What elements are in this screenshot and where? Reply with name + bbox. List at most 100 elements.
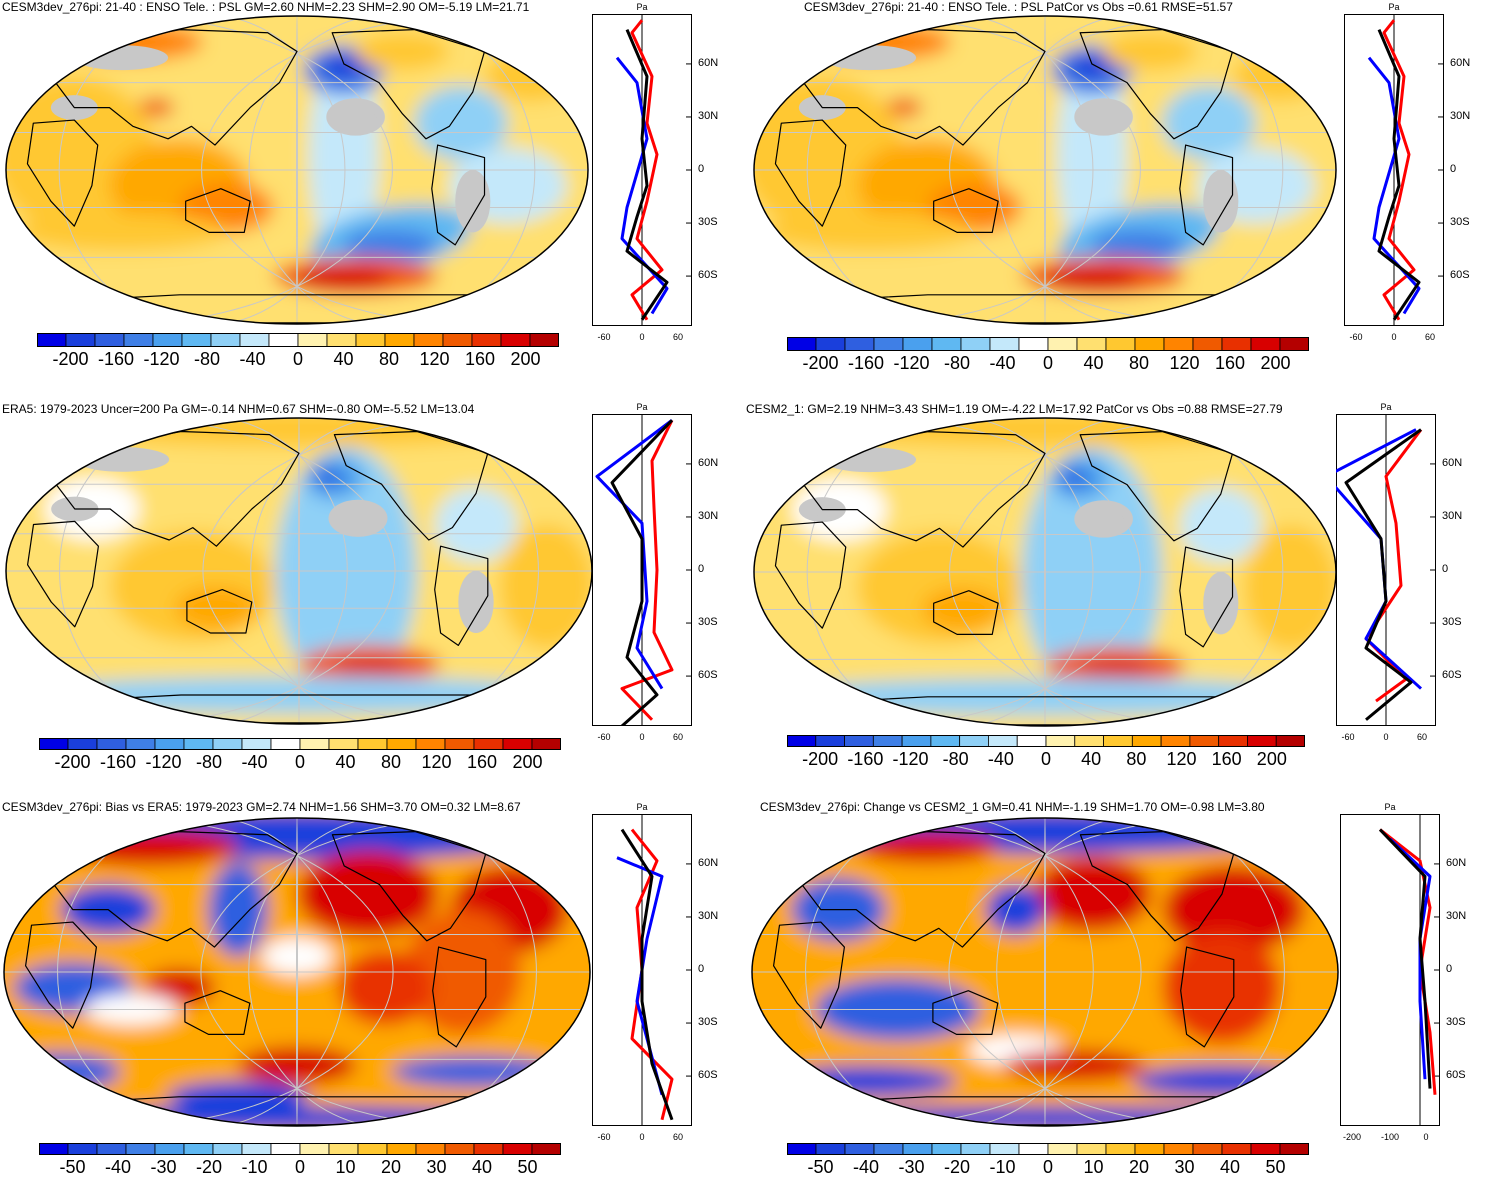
profile-lat-label: 30S bbox=[1446, 1016, 1466, 1028]
profile-lat-label: 30N bbox=[1450, 110, 1470, 122]
colorbar-swatch bbox=[816, 337, 845, 351]
colorbar-swatch bbox=[1106, 337, 1135, 351]
panel-title: CESM3dev_276pi: Change vs CESM2_1 GM=0.4… bbox=[760, 800, 1265, 814]
colorbar-swatch bbox=[1048, 337, 1077, 351]
field-blob bbox=[209, 863, 268, 957]
profile-x-label: -60 bbox=[597, 332, 610, 342]
profile-x-label: 60 bbox=[1417, 732, 1427, 742]
colorbar-swatch bbox=[385, 333, 414, 347]
colorbar-swatch bbox=[124, 333, 153, 347]
profile-lat-label: 60S bbox=[1446, 1069, 1466, 1081]
profile-lat-label: 30S bbox=[1450, 216, 1470, 228]
colorbar-label: -200 bbox=[802, 353, 838, 374]
colorbar-swatch bbox=[329, 738, 358, 750]
land-mask bbox=[329, 500, 388, 537]
land-mask bbox=[1074, 500, 1133, 537]
colorbar-swatch bbox=[1048, 1143, 1077, 1155]
profile-unit: Pa bbox=[1388, 2, 1399, 12]
colorbar-swatch bbox=[68, 1143, 97, 1155]
colorbar-label: -120 bbox=[145, 752, 181, 773]
colorbar-swatch bbox=[474, 738, 503, 750]
profile-x-label: 0 bbox=[639, 332, 644, 342]
panel-era5: ERA5: 1979-2023 Uncer=200 Pa GM=-0.14 NH… bbox=[0, 402, 743, 792]
colorbar-swatch bbox=[39, 1143, 68, 1155]
profile-lat-label: 60N bbox=[1442, 457, 1462, 469]
land-mask bbox=[822, 447, 916, 472]
colorbar-label: -160 bbox=[98, 349, 134, 370]
colorbar-swatch bbox=[532, 1143, 561, 1155]
colorbar-swatch bbox=[990, 1143, 1019, 1155]
colorbar-swatch bbox=[445, 1143, 474, 1155]
colorbar-label: 120 bbox=[421, 752, 451, 773]
field-blob bbox=[435, 487, 518, 561]
colorbar bbox=[787, 735, 1305, 747]
colorbar-swatch bbox=[1019, 1143, 1048, 1155]
colorbar-swatch bbox=[1280, 337, 1309, 351]
colorbar-swatch bbox=[213, 1143, 242, 1155]
colorbar-swatch bbox=[902, 735, 931, 747]
colorbar-label: 160 bbox=[465, 349, 495, 370]
zonal-profile bbox=[592, 814, 692, 1126]
profile-lat-label: 60S bbox=[698, 1069, 718, 1081]
colorbar-swatch bbox=[1075, 735, 1104, 747]
colorbar-label: -40 bbox=[989, 353, 1015, 374]
colorbar-swatch bbox=[37, 333, 66, 347]
world-map bbox=[4, 14, 590, 326]
colorbar-swatch bbox=[1019, 337, 1048, 351]
colorbar-swatch bbox=[126, 738, 155, 750]
colorbar-swatch bbox=[990, 337, 1019, 351]
profile-x-label: -200 bbox=[1343, 1132, 1361, 1142]
colorbar-swatch bbox=[443, 333, 472, 347]
land-mask bbox=[822, 45, 916, 70]
profile-lat-label: 60S bbox=[1442, 669, 1462, 681]
colorbar-label: 40 bbox=[1081, 749, 1101, 770]
colorbar-label: 120 bbox=[419, 349, 449, 370]
profile-lat-label: 0 bbox=[1446, 963, 1452, 975]
profile-unit: Pa bbox=[636, 402, 647, 412]
colorbar-swatch bbox=[213, 738, 242, 750]
colorbar-label: -200 bbox=[54, 752, 90, 773]
colorbar-swatch bbox=[1077, 337, 1106, 351]
land-mask bbox=[74, 45, 168, 70]
colorbar-label: -200 bbox=[802, 749, 838, 770]
colorbar-swatch bbox=[1193, 337, 1222, 351]
colorbar-swatch bbox=[1164, 1143, 1193, 1155]
world-map bbox=[2, 816, 592, 1128]
colorbar-swatch bbox=[1164, 337, 1193, 351]
colorbar-swatch bbox=[211, 333, 240, 347]
colorbar-swatch bbox=[1251, 337, 1280, 351]
field-blob bbox=[1180, 488, 1262, 563]
colorbar-swatch bbox=[787, 1143, 816, 1155]
colorbar-label: 160 bbox=[467, 752, 497, 773]
colorbar-label: 0 bbox=[295, 752, 305, 773]
colorbar-swatch bbox=[961, 1143, 990, 1155]
profile-x-label: 0 bbox=[1423, 1132, 1428, 1142]
colorbar-label: -40 bbox=[239, 349, 265, 370]
profile-x-label: -60 bbox=[1341, 732, 1354, 742]
colorbar-label: 200 bbox=[1257, 749, 1287, 770]
colorbar-swatch bbox=[155, 1143, 184, 1155]
colorbar-label: -160 bbox=[848, 353, 884, 374]
colorbar-swatch bbox=[387, 738, 416, 750]
field-blob bbox=[1134, 1066, 1311, 1097]
profile-lat-label: 30S bbox=[698, 216, 718, 228]
profile-x-label: 60 bbox=[673, 732, 683, 742]
colorbar-swatch bbox=[300, 1143, 329, 1155]
zonal-profile bbox=[592, 14, 692, 326]
colorbar-swatch bbox=[787, 735, 816, 747]
profile-x-label: 60 bbox=[673, 332, 683, 342]
profile-lat-label: 30S bbox=[698, 616, 718, 628]
field-blob bbox=[764, 214, 975, 251]
colorbar-label: 0 bbox=[1043, 353, 1053, 374]
field-blob bbox=[780, 1066, 957, 1097]
profile-x-label: 60 bbox=[1425, 332, 1435, 342]
colorbar-swatch bbox=[845, 735, 874, 747]
colorbar-swatch bbox=[155, 738, 184, 750]
colorbar-label: 80 bbox=[1126, 749, 1146, 770]
panel-enso-patcor: CESM3dev_276pi: 21-40 : ENSO Tele. : PSL… bbox=[744, 0, 1487, 390]
colorbar-label: -80 bbox=[196, 752, 222, 773]
colorbar-label: 0 bbox=[1041, 749, 1051, 770]
colorbar-swatch bbox=[95, 333, 124, 347]
colorbar-swatch bbox=[1251, 1143, 1280, 1155]
profile-lat-label: 30N bbox=[698, 110, 718, 122]
